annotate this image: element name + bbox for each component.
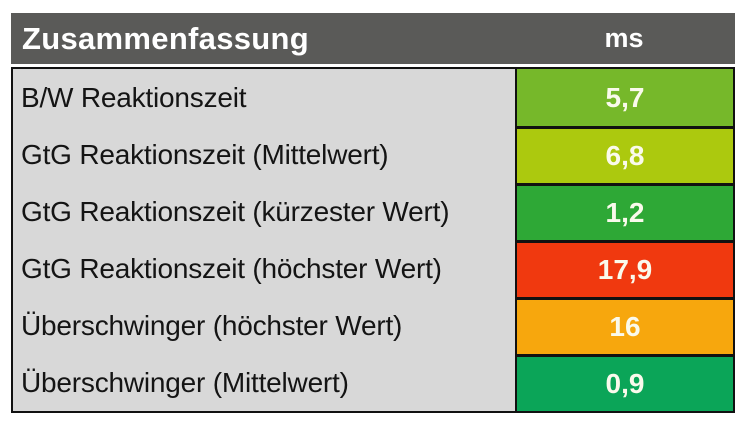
- row-value: 1,2: [515, 183, 733, 240]
- row-value: 0,9: [515, 354, 733, 411]
- unit-column-header: ms: [604, 23, 644, 53]
- table-row: Überschwinger (Mittelwert) 0,9: [13, 354, 733, 411]
- row-label: Überschwinger (höchster Wert): [13, 297, 515, 354]
- table-row: Überschwinger (höchster Wert) 16: [13, 297, 733, 354]
- row-label: B/W Reaktionszeit: [13, 69, 515, 126]
- row-label: GtG Reaktionszeit (höchster Wert): [13, 240, 515, 297]
- row-label: GtG Reaktionszeit (kürzester Wert): [13, 183, 515, 240]
- summary-table: Zusammenfassung ms B/W Reaktionszeit 5,7 G…: [11, 13, 735, 413]
- row-value: 5,7: [515, 69, 733, 126]
- table-row: GtG Reaktionszeit (Mittelwert) 6,8: [13, 126, 733, 183]
- table-title: Zusammenfassung: [22, 20, 310, 56]
- row-value: 6,8: [515, 126, 733, 183]
- table-row: GtG Reaktionszeit (höchster Wert) 17,9: [13, 240, 733, 297]
- table-row: B/W Reaktionszeit 5,7: [13, 69, 733, 126]
- row-value: 17,9: [515, 240, 733, 297]
- table-row: GtG Reaktionszeit (kürzester Wert) 1,2: [13, 183, 733, 240]
- table-header-row: Zusammenfassung ms: [11, 13, 735, 64]
- table-body: B/W Reaktionszeit 5,7 GtG Reaktionszeit (M…: [11, 67, 735, 413]
- row-label: Überschwinger (Mittelwert): [13, 354, 515, 411]
- row-value: 16: [515, 297, 733, 354]
- row-label: GtG Reaktionszeit (Mittelwert): [13, 126, 515, 183]
